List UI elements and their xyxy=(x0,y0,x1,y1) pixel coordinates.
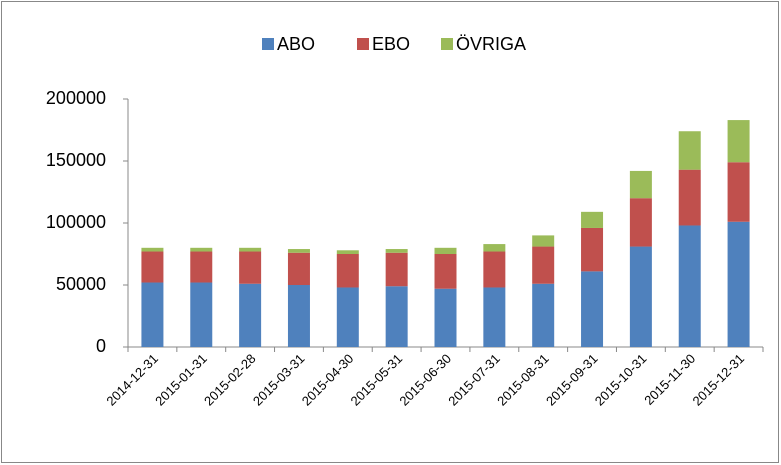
bar-segment xyxy=(727,221,750,347)
bar-segment xyxy=(385,249,408,253)
bar-segment xyxy=(190,247,213,252)
bar-segment xyxy=(483,287,506,347)
legend-swatch xyxy=(357,38,369,50)
bar-segment xyxy=(141,247,164,252)
bar-segment xyxy=(190,251,213,283)
bar-segment xyxy=(678,169,701,226)
bar-segment xyxy=(629,170,652,199)
bar-segment xyxy=(629,198,652,247)
bar-segment xyxy=(532,283,555,347)
bar-segment xyxy=(287,285,310,347)
bar-segment xyxy=(336,287,359,347)
y-tick-label: 200000 xyxy=(46,88,106,108)
y-tick-label: 0 xyxy=(96,336,106,356)
bar-segment xyxy=(239,247,262,252)
bar-segment xyxy=(629,246,652,347)
legend-label: ÖVRIGA xyxy=(456,34,526,54)
y-tick-label: 50000 xyxy=(56,274,106,294)
bar-segment xyxy=(141,251,164,283)
bar-segment xyxy=(727,162,750,222)
legend-label: EBO xyxy=(372,34,410,54)
bar-segment xyxy=(287,249,310,253)
bar-segment xyxy=(190,282,213,347)
bar-segment xyxy=(581,227,604,272)
legend-swatch xyxy=(262,38,274,50)
bar-segment xyxy=(581,271,604,347)
bar-segment xyxy=(336,254,359,288)
bar-segment xyxy=(385,252,408,287)
bar-segment xyxy=(239,251,262,284)
bar-segment xyxy=(727,120,750,163)
legend-label: ABO xyxy=(277,34,315,54)
bar-segment xyxy=(678,225,701,347)
bar-segment xyxy=(434,254,457,289)
bar-segment xyxy=(434,247,457,254)
y-tick-label: 100000 xyxy=(46,212,106,232)
bar-segment xyxy=(434,288,457,347)
bar-segment xyxy=(581,211,604,228)
bar-segment xyxy=(532,235,555,247)
y-tick-label: 150000 xyxy=(46,150,106,170)
bar-segment xyxy=(678,131,701,170)
bar-segment xyxy=(141,282,164,347)
bar-segment xyxy=(483,244,506,252)
bar-segment xyxy=(532,246,555,284)
legend-swatch xyxy=(441,38,453,50)
bar-segment xyxy=(336,250,359,254)
bar-segment xyxy=(385,286,408,347)
bar-segment xyxy=(287,252,310,285)
bar-segment xyxy=(239,283,262,347)
bar-segment xyxy=(483,251,506,288)
